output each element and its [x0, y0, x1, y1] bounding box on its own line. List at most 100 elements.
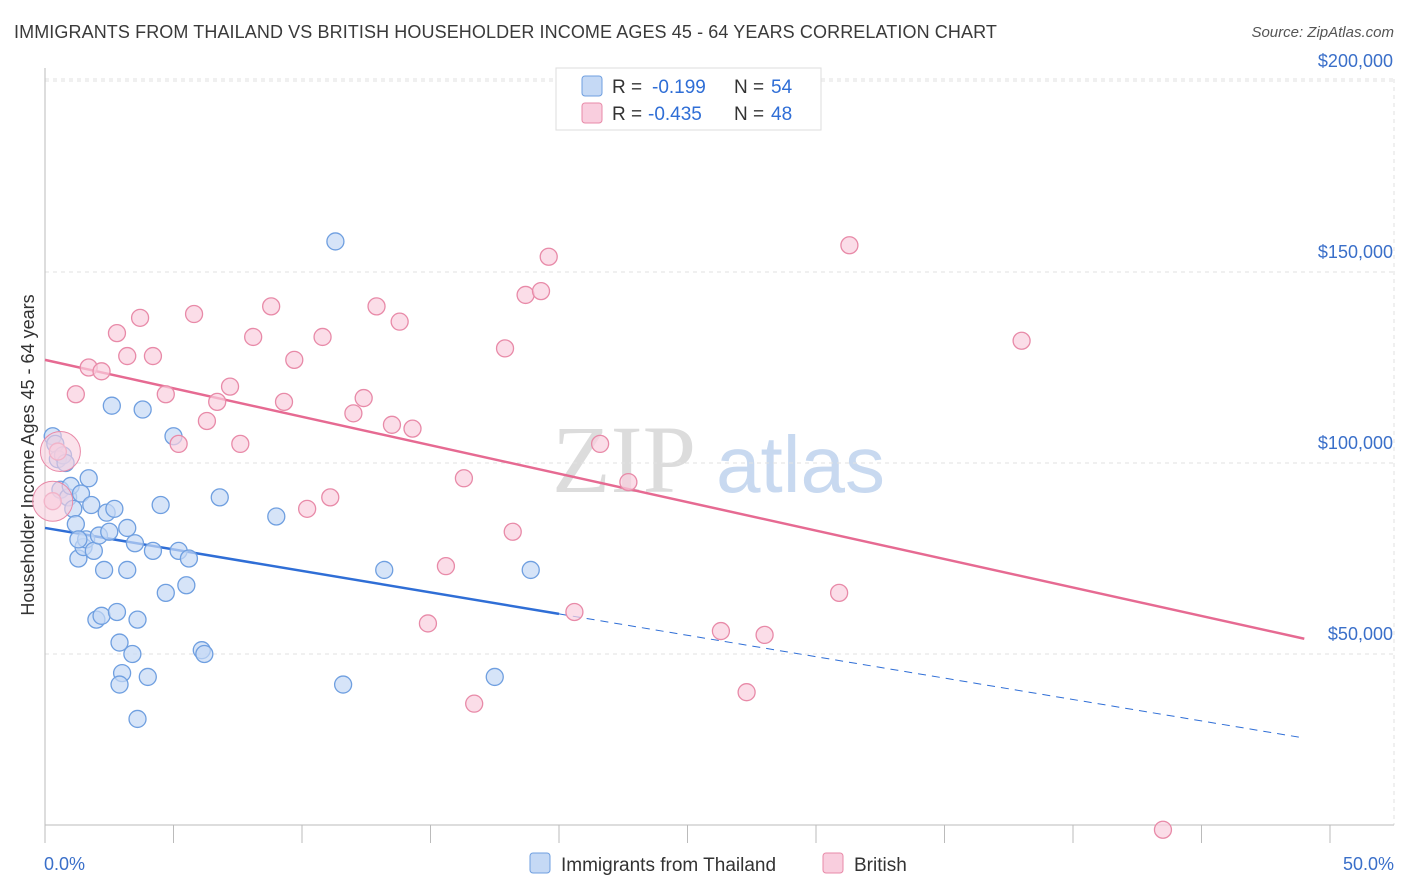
british-point [503, 522, 522, 541]
trend-line-thailand-extension [558, 613, 1305, 739]
british-point [367, 297, 386, 316]
british-point [118, 346, 137, 366]
british-point [390, 312, 409, 331]
watermark-zip: ZIP [552, 406, 696, 513]
y-tick-labels: $50,000 $100,000 $150,000 $200,000 [1318, 51, 1393, 644]
thailand-point [71, 484, 91, 503]
legend-n-value-2: 48 [771, 104, 792, 125]
british-point [169, 434, 188, 454]
bottom-legend-swatch-thailand [529, 852, 551, 874]
british-point [244, 327, 263, 347]
x-tick-label-min: 0.0% [44, 854, 85, 874]
thailand-point [128, 610, 147, 629]
thailand-point [485, 667, 504, 687]
thailand-point [143, 541, 163, 561]
y-axis-title: Householder Income Ages 45 - 64 years [18, 294, 38, 615]
thailand-point [151, 495, 170, 515]
thailand-point [123, 644, 142, 664]
british-point [382, 415, 402, 434]
x-tick-labels: 0.0% 50.0% [44, 854, 1394, 874]
thailand-point [118, 560, 137, 580]
british-point [829, 583, 849, 603]
legend-n-label-2: N = [734, 104, 764, 125]
legend-r-label-2: R = [612, 104, 642, 125]
british-cluster-point [32, 480, 74, 522]
series-thailand-points [43, 232, 540, 729]
british-point [220, 377, 240, 396]
thailand-point [521, 560, 540, 580]
thailand-point [118, 518, 137, 538]
thailand-point [375, 560, 394, 580]
thailand-point [125, 534, 145, 553]
thailand-point [94, 560, 114, 580]
thailand-point [210, 488, 229, 507]
thailand-point [138, 667, 157, 687]
thailand-point [133, 400, 152, 419]
thailand-point [82, 495, 101, 515]
thailand-point [110, 675, 129, 694]
british-point [285, 350, 304, 370]
thailand-point [110, 633, 129, 652]
british-point [143, 346, 163, 366]
correlation-legend: R = -0.199 N = 54 R = -0.435 N = 48 [555, 67, 822, 131]
trend-line-british [44, 358, 1305, 640]
legend-r-label-1: R = [612, 77, 642, 98]
source-label: Source: ZipAtlas.com [1251, 24, 1394, 41]
x-tick-label-max: 50.0% [1343, 854, 1394, 874]
british-point [539, 247, 558, 266]
british-point [516, 285, 535, 305]
thailand-point [177, 576, 196, 595]
thailand-point [156, 583, 175, 603]
british-point [418, 614, 438, 633]
thailand-point [179, 549, 199, 568]
british-point [231, 434, 250, 454]
british-point [313, 327, 332, 347]
british-point [755, 625, 774, 645]
legend-r-value-1: -0.199 [652, 77, 706, 98]
thailand-point [84, 541, 103, 561]
british-point [590, 434, 610, 454]
chart-title: IMMIGRANTS FROM THAILAND VS BRITISH HOUS… [14, 22, 997, 42]
legend-n-label-1: N = [734, 77, 764, 98]
thailand-point [102, 396, 121, 415]
bottom-legend-thailand: Immigrants from Thailand [561, 855, 776, 876]
british-point [92, 362, 111, 381]
thailand-point [326, 232, 345, 251]
british-point [66, 385, 85, 404]
british-point [321, 488, 340, 507]
british-point [737, 683, 756, 702]
british-point [297, 499, 317, 518]
british-point [711, 621, 731, 641]
y-tick-label: $150,000 [1318, 242, 1393, 262]
british-point [354, 388, 373, 408]
british-point [840, 236, 859, 255]
british-point [130, 308, 150, 327]
british-point [1153, 820, 1173, 839]
legend-r-value-2: -0.435 [648, 104, 702, 125]
british-point [156, 385, 175, 404]
thailand-point [267, 507, 286, 526]
thailand-point [69, 530, 88, 549]
british-point [565, 602, 584, 622]
bottom-legend-british: British [854, 855, 907, 876]
thailand-point [333, 675, 353, 694]
british-point [262, 297, 281, 316]
british-point [107, 323, 127, 343]
legend-swatch-blue [581, 75, 603, 97]
british-point [1012, 331, 1031, 350]
thailand-point [107, 602, 127, 622]
british-point [184, 304, 204, 324]
series-british-points [32, 236, 1173, 839]
thailand-point [66, 514, 85, 534]
british-point [495, 339, 515, 358]
y-tick-label: $50,000 [1328, 624, 1393, 644]
british-point [344, 404, 363, 423]
y-tick-label: $100,000 [1318, 433, 1393, 453]
thailand-point [79, 469, 98, 488]
british-point [619, 472, 638, 492]
british-point [197, 411, 217, 431]
thailand-point [100, 522, 119, 541]
watermark-atlas: atlas [716, 420, 885, 509]
british-point [436, 556, 456, 576]
